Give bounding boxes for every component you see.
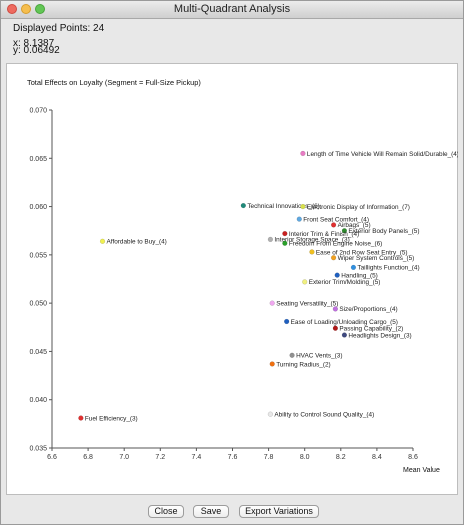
y-ticks: 0.035 0.040 0.045 0.050 0.055 0.060 0.065 0.070 — [29, 108, 52, 453]
y-tick-label: 0.070 — [29, 108, 47, 115]
data-point[interactable] — [240, 203, 246, 209]
title-bar[interactable]: Multi-Quadrant Analysis — [1, 1, 463, 19]
x-axis-title: Mean Value — [403, 467, 440, 474]
data-point[interactable] — [341, 228, 348, 234]
data-point[interactable] — [300, 203, 306, 210]
data-point-label: Affordable to Buy_(4) — [107, 239, 167, 246]
data-point-label: Size/Proportions_(4) — [339, 306, 397, 313]
y-readout: y: 0.06492 — [13, 45, 60, 56]
x-tick-label: 8.0 — [300, 454, 310, 461]
x-ticks: 6.6 6.8 7.0 7.2 7.4 7.6 7.8 8.0 8.2 8.4 8.6 — [47, 448, 418, 461]
close-button[interactable]: Close — [148, 505, 184, 518]
x-tick-label: 7.4 — [192, 454, 202, 461]
chart-title: Total Effects on Loyalty (Segment = Full… — [27, 78, 201, 87]
data-point[interactable] — [300, 150, 306, 157]
data-point[interactable] — [332, 306, 338, 312]
x-tick-label: 7.0 — [119, 454, 129, 461]
x-tick-label: 8.6 — [408, 454, 418, 461]
data-point[interactable] — [350, 264, 357, 271]
data-point[interactable] — [269, 300, 275, 306]
data-point[interactable] — [284, 318, 290, 325]
scatter-chart[interactable]: Total Effects on Loyalty (Segment = Full… — [6, 63, 458, 495]
data-point[interactable] — [296, 216, 302, 222]
y-tick-label: 0.040 — [29, 397, 47, 404]
save-button[interactable]: Save — [193, 505, 229, 518]
y-tick-label: 0.045 — [29, 349, 47, 356]
data-point[interactable] — [282, 231, 288, 237]
x-tick-label: 7.2 — [155, 454, 165, 461]
displayed-points-label: Displayed Points: 24 — [13, 23, 105, 34]
data-point-label: Wiper System Controls_(5) — [338, 255, 415, 262]
data-point-label: Taillights Function_(4) — [357, 265, 419, 272]
x-tick-label: 7.8 — [264, 454, 274, 461]
data-point-label: Headlights Design_(3) — [348, 332, 411, 339]
data-point[interactable] — [269, 361, 275, 367]
data-point[interactable] — [267, 236, 274, 243]
x-tick-label: 6.6 — [47, 454, 57, 461]
x-readout: x: 8.1387 — [13, 38, 55, 49]
data-point-label: Length of Time Vehicle Will Remain Solid… — [307, 151, 458, 158]
data-point[interactable] — [99, 238, 106, 244]
data-point-label: Passing Capability_(2) — [339, 326, 403, 333]
data-point-label: Front Seat Comfort_(4) — [303, 216, 369, 223]
data-point[interactable] — [341, 332, 348, 338]
data-point[interactable] — [78, 415, 84, 421]
plot-panel — [6, 63, 458, 495]
data-point[interactable] — [332, 325, 338, 331]
y-tick-label: 0.035 — [29, 446, 47, 453]
window-minimize-icon[interactable] — [21, 4, 31, 14]
x-tick-label: 7.6 — [228, 454, 238, 461]
data-point[interactable] — [330, 222, 337, 228]
data-point-label: Interior Storage Space_(3) — [274, 237, 349, 244]
data-point-label: Seating Versatility_(5) — [276, 300, 338, 307]
data-point-label: Fuel Efficiency_(3) — [85, 415, 138, 422]
data-point[interactable] — [282, 240, 288, 246]
data-point-label: Airbags_(5) — [338, 222, 371, 229]
export-variations-button[interactable]: Export Variations — [239, 505, 319, 518]
data-point-label: HVAC Vents_(3) — [296, 353, 342, 360]
y-tick-label: 0.050 — [29, 301, 47, 308]
data-point[interactable] — [302, 279, 308, 285]
data-point-label: Freedom From Engine Noise_(6) — [289, 241, 382, 248]
data-points: Length of Time Vehicle Will Remain Solid… — [78, 150, 458, 422]
data-point-label: Interior Trim & Finish_(4) — [289, 231, 359, 238]
y-tick-label: 0.065 — [29, 156, 47, 163]
y-tick-label: 0.055 — [29, 252, 47, 259]
x-tick-label: 8.4 — [372, 454, 382, 461]
data-point-label: Ease of 2nd Row Seat Entry_(5) — [316, 249, 408, 256]
data-point[interactable] — [267, 411, 274, 417]
data-point[interactable] — [330, 255, 337, 261]
data-point[interactable] — [334, 272, 340, 278]
data-point-label: Ability to Control Sound Quality_(4) — [274, 412, 374, 419]
window-title: Multi-Quadrant Analysis — [173, 3, 291, 15]
data-point-label: Exterior Body Panels_(5) — [348, 228, 419, 235]
data-point-label: Electronic Display of Information_(7) — [307, 204, 410, 211]
data-point-label: Exterior Trim/Molding_(5) — [309, 279, 381, 286]
data-point[interactable] — [309, 249, 315, 255]
x-tick-label: 8.2 — [336, 454, 346, 461]
window-zoom-icon[interactable] — [35, 4, 45, 14]
data-point-label: Ease of Loading/Unloading Cargo_(5) — [291, 319, 398, 326]
data-point-label: Turning Radius_(2) — [276, 361, 330, 368]
data-point-label: Handling_(5) — [341, 272, 378, 279]
button-bar: Close Save Export Variations — [1, 501, 463, 525]
x-tick-label: 6.8 — [83, 454, 93, 461]
window-close-icon[interactable] — [7, 4, 17, 14]
y-tick-label: 0.060 — [29, 204, 47, 211]
data-point-label: Technical Innovations_(6) — [247, 203, 319, 210]
data-point[interactable] — [289, 352, 295, 358]
